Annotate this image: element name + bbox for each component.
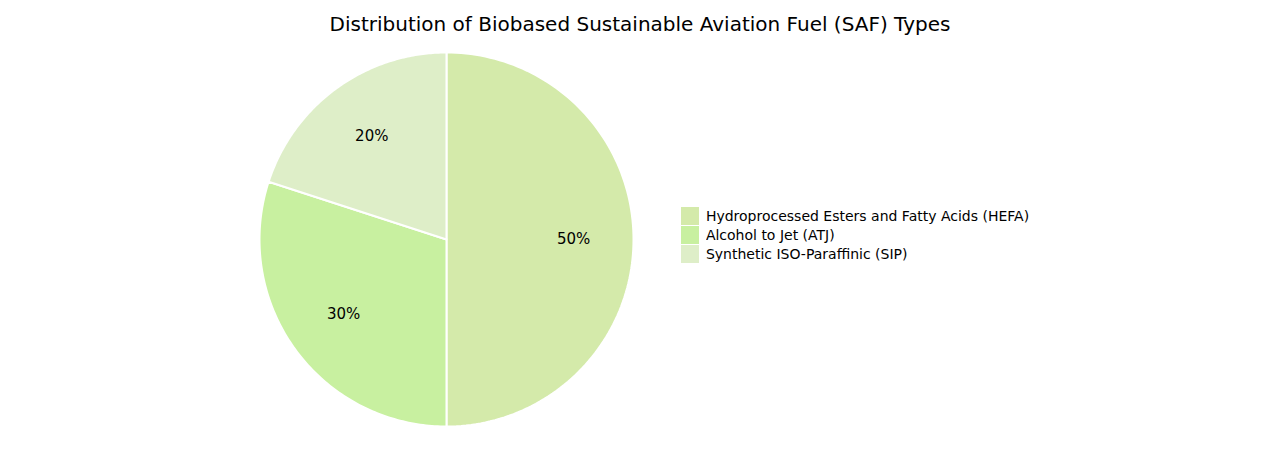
html-text:Distribution of Biobased Susta: Distribution of Biobased Sustainable Avi…: [329, 12, 951, 36]
html-text:Synthetic ISO-Paraffinic (SIP): Synthetic ISO-Paraffinic (SIP): [705, 246, 908, 262]
html-text:Alcohol to Jet (ATJ): Alcohol to Jet (ATJ): [705, 227, 835, 243]
svg-text:50%: 50%: [557, 230, 590, 248]
html-text:Hydroprocessed Esters and Fatt: Hydroprocessed Esters and Fatty Acids (H…: [705, 208, 1030, 224]
svg-text:30%: 30%: [327, 305, 360, 323]
svg-text:20%: 20%: [355, 127, 388, 145]
